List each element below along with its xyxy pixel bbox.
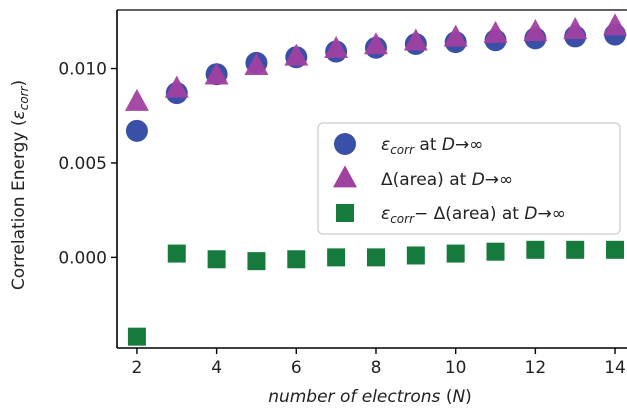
square-point <box>446 244 465 263</box>
legend-box <box>317 122 621 235</box>
triangle-point <box>563 17 588 40</box>
circle-point <box>125 119 148 142</box>
triangle-point <box>244 53 269 76</box>
legend-marker-circle <box>334 133 356 155</box>
x-axis: 2 4 6 8 10 12 14 <box>132 348 626 378</box>
triangle-point <box>324 36 349 59</box>
y-axis: 0.000 0.005 0.010 <box>58 60 117 268</box>
plot-frame <box>116 9 627 349</box>
legend-label: εcorr− Δ(area) at D→∞ <box>381 204 566 226</box>
series-layer <box>124 13 627 346</box>
triangle-point <box>363 32 388 55</box>
x-axis-title: number of electrons (N) <box>268 387 472 407</box>
legend-marker-square <box>336 204 354 222</box>
square-point <box>167 244 186 263</box>
triangle-point <box>403 28 428 51</box>
series-triangle <box>124 13 627 111</box>
square-point <box>566 240 585 259</box>
legend-marker-triangle <box>333 165 357 188</box>
triangle-point <box>124 88 149 111</box>
triangle-point <box>443 24 468 47</box>
x-tick-label: 2 <box>132 358 143 378</box>
legend-label: εcorr at D→∞ <box>381 135 483 157</box>
square-point <box>287 250 306 269</box>
y-axis-title: Correlation Energy (εcorr) <box>9 80 31 290</box>
y-tick-label: 0.010 <box>58 60 107 80</box>
y-tick-label: 0.005 <box>58 154 107 174</box>
square-point <box>247 252 266 271</box>
triangle-point <box>523 19 548 42</box>
square-point <box>526 240 545 259</box>
x-tick-label: 8 <box>371 358 382 378</box>
x-tick-label: 14 <box>604 358 626 378</box>
x-tick-label: 6 <box>291 358 302 378</box>
square-point <box>366 248 385 267</box>
square-point <box>207 250 226 269</box>
triangle-point <box>284 43 309 66</box>
x-tick-label: 4 <box>211 358 222 378</box>
square-point <box>327 248 346 267</box>
series-square <box>127 240 625 346</box>
legend: εcorr at D→∞ Δ(area) at D→∞ εcorr− Δ(area)… <box>317 122 621 235</box>
square-point <box>127 327 146 346</box>
square-point <box>606 240 625 259</box>
triangle-point <box>164 75 189 98</box>
triangle-point <box>204 62 229 85</box>
square-point <box>406 246 425 265</box>
x-tick-label: 10 <box>445 358 467 378</box>
triangle-point <box>603 13 627 36</box>
y-tick-label: 0.000 <box>58 248 107 268</box>
square-point <box>486 242 505 261</box>
triangle-point <box>483 20 508 43</box>
x-tick-label: 12 <box>525 358 547 378</box>
legend-label: Δ(area) at D→∞ <box>381 170 513 190</box>
